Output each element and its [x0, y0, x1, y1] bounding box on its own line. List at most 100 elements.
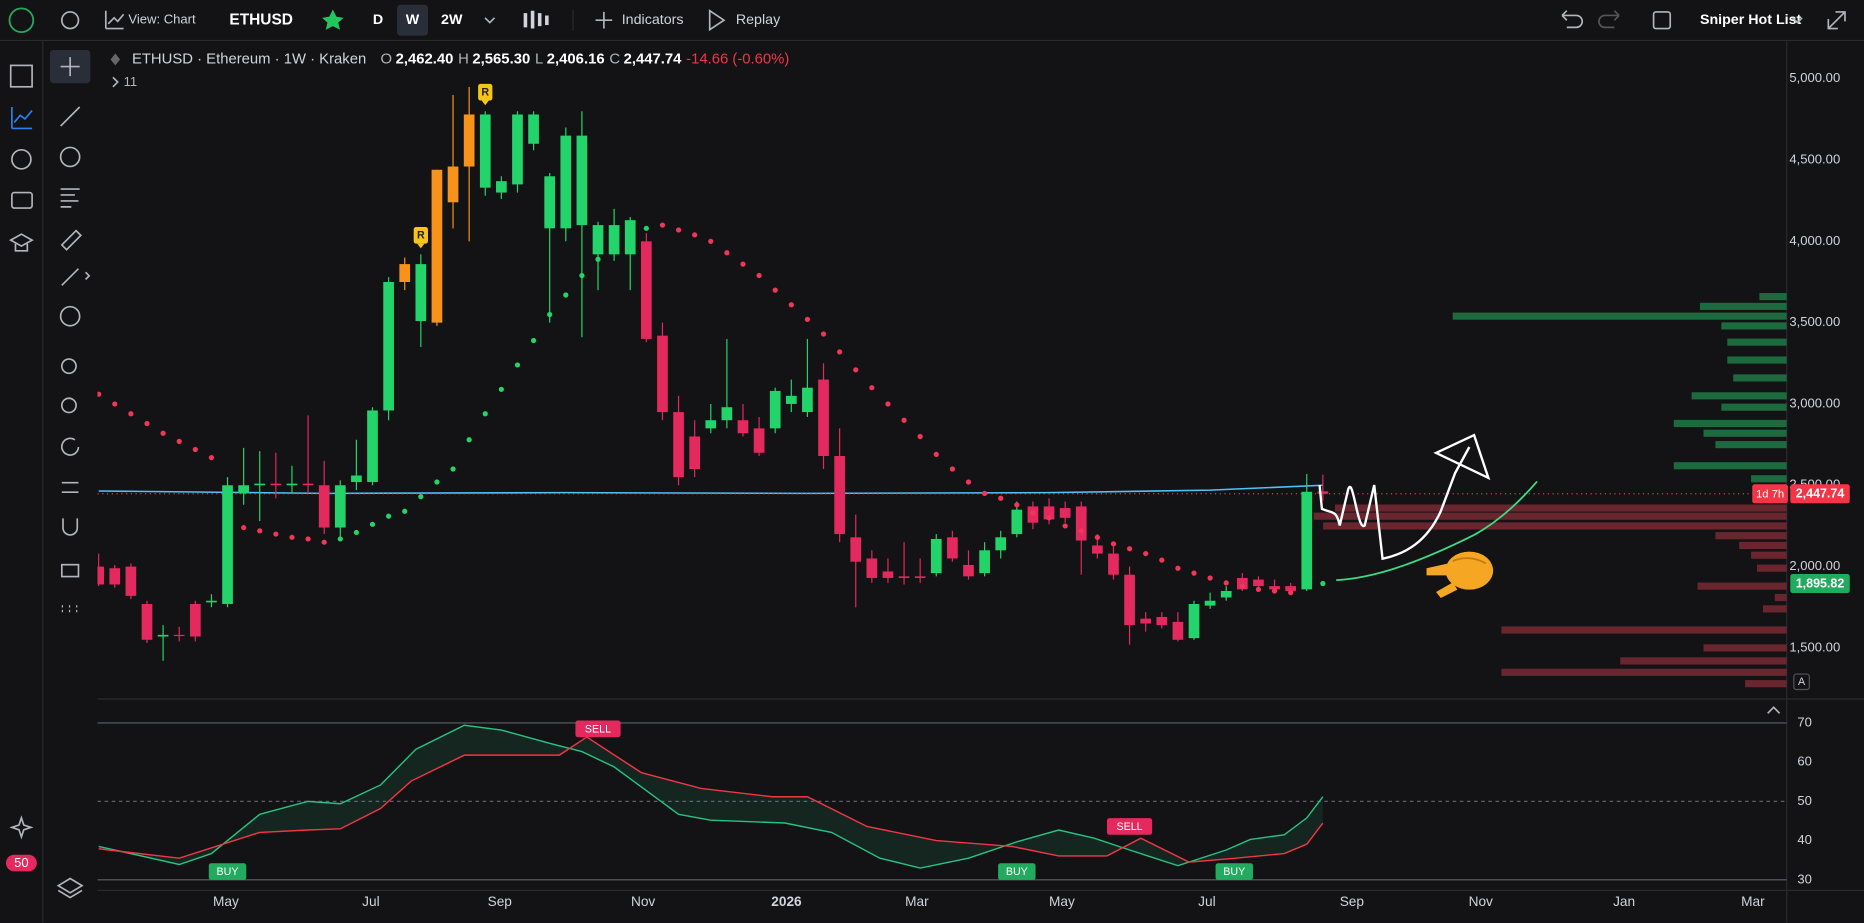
candle — [286, 465, 298, 494]
interval-button[interactable]: D — [373, 12, 383, 28]
candle-body — [496, 181, 507, 193]
emoji-tool[interactable] — [59, 305, 81, 327]
projection-line[interactable] — [1336, 480, 1538, 582]
interval-button[interactable]: 2W — [441, 12, 463, 28]
candle-body — [447, 166, 459, 203]
candle-body — [97, 566, 105, 585]
signal-badge: BUY — [1223, 866, 1245, 878]
candle-body — [270, 483, 282, 486]
sar-dot — [418, 494, 424, 500]
x-tick-label: 2026 — [771, 894, 802, 909]
chart-tool[interactable] — [11, 107, 33, 130]
candle — [802, 338, 813, 417]
auto-scale-bg — [1793, 673, 1810, 691]
indicators-icon[interactable] — [595, 11, 613, 29]
settings-icon[interactable] — [60, 11, 80, 30]
zoom-in[interactable] — [60, 358, 77, 375]
candle-body — [850, 537, 862, 562]
top-bar — [0, 0, 1864, 40]
candle-body — [206, 600, 217, 603]
measure-tool[interactable] — [60, 229, 83, 251]
candle-body — [1059, 508, 1071, 518]
candle — [673, 395, 684, 486]
collapse-pane[interactable] — [1767, 706, 1781, 714]
signal-marker-pointer — [417, 243, 425, 249]
legend-value: 2,462.40 — [396, 51, 454, 67]
volume-profile-row — [1733, 374, 1787, 382]
interval-button[interactable]: W — [406, 12, 420, 28]
interval-dropdown[interactable] — [484, 17, 496, 24]
crosshair-tool[interactable] — [60, 57, 80, 77]
layout-icon[interactable] — [1652, 11, 1672, 30]
fib-tool[interactable] — [60, 188, 80, 208]
expand-arrow[interactable] — [85, 271, 91, 280]
arrow-drawing[interactable] — [1433, 433, 1491, 481]
candle-body — [157, 634, 169, 637]
sar-dot — [192, 446, 198, 453]
auto-scale-button[interactable]: A — [1798, 676, 1806, 688]
volume-profile-row — [1703, 429, 1787, 437]
candle — [882, 558, 894, 583]
magnet-tool[interactable] — [62, 518, 79, 536]
lock-tool[interactable] — [60, 563, 80, 578]
notification-badge: 50 — [14, 855, 29, 870]
legend-value: 2,447.74 — [624, 51, 683, 67]
more-tools[interactable] — [61, 605, 78, 613]
sar-dot — [466, 437, 472, 443]
interval-active-bg — [397, 4, 428, 36]
volume-profile-row — [1774, 593, 1787, 602]
replay-button[interactable]: Replay — [736, 12, 781, 28]
candle-body — [802, 387, 813, 413]
object-tree[interactable] — [56, 877, 84, 899]
candle — [753, 416, 765, 457]
brush-tool[interactable] — [61, 268, 80, 286]
candle-body — [544, 176, 556, 229]
chart-view-icon[interactable] — [104, 10, 125, 30]
trendline-tool[interactable] — [60, 106, 81, 127]
candle — [657, 322, 668, 421]
price-tag-bg — [1790, 484, 1850, 504]
reset-tool[interactable] — [61, 437, 80, 456]
learn-tool[interactable] — [8, 233, 34, 252]
candle — [1204, 592, 1216, 609]
replay-tool[interactable] — [61, 481, 79, 494]
indicators-button[interactable]: Indicators — [622, 12, 684, 28]
watchlist-button[interactable]: Sniper Hot List — [1700, 12, 1802, 28]
candle — [254, 451, 266, 522]
legend-value: 2,565.30 — [472, 51, 530, 67]
legend-label: H — [458, 51, 469, 67]
candle — [1075, 501, 1087, 575]
indicator-count[interactable]: 11 — [124, 74, 138, 89]
candle-body — [769, 390, 781, 429]
candle-body — [1092, 545, 1103, 554]
signal-marker: R — [417, 230, 425, 242]
candle-body — [286, 483, 298, 486]
undo-icon[interactable] — [1561, 10, 1584, 29]
candle-body — [657, 335, 668, 413]
sar-dot — [1191, 570, 1197, 576]
countdown: 1d 7h — [1756, 488, 1784, 500]
candle-body — [1188, 603, 1200, 639]
chart-type-icon[interactable] — [523, 10, 549, 29]
zoom-out[interactable] — [60, 397, 77, 414]
sar-dot — [1159, 557, 1165, 563]
candle — [447, 94, 459, 229]
replay-icon[interactable] — [708, 9, 726, 32]
indicators-toggle[interactable] — [112, 76, 119, 88]
favorite-star[interactable] — [322, 9, 344, 30]
chat-tool[interactable] — [11, 191, 33, 209]
alerts-sparkle[interactable] — [9, 815, 34, 840]
fullscreen-icon[interactable] — [1827, 11, 1846, 30]
shape-tool[interactable] — [59, 146, 81, 168]
x-tick-label: May — [213, 894, 239, 909]
layout-tool[interactable] — [9, 64, 33, 88]
symbol[interactable]: ETHUSD — [229, 11, 292, 28]
freehand-drawing[interactable] — [1318, 446, 1471, 561]
watchlist-dropdown[interactable] — [1792, 17, 1803, 24]
logo[interactable] — [8, 7, 35, 34]
signal-badge: SELL — [1116, 821, 1142, 833]
hand-sticker[interactable] — [1426, 551, 1494, 598]
view-selector[interactable]: View: Chart — [128, 12, 196, 27]
target-tool[interactable] — [11, 148, 32, 170]
sar-dot — [1014, 502, 1020, 508]
